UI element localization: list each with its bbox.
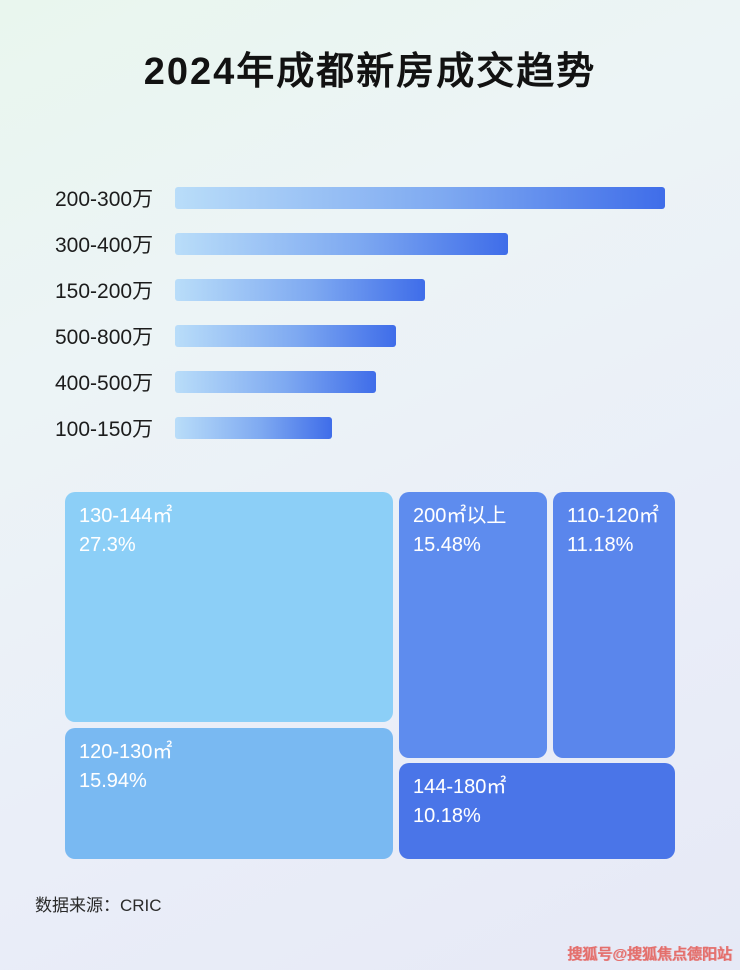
bar (175, 279, 425, 301)
bar-track (175, 279, 665, 301)
bar-category-label: 150-200万 (55, 280, 154, 303)
bar-category-label: 300-400万 (55, 234, 154, 257)
treemap-box-value: 27.3% (79, 534, 136, 556)
treemap-right-top-row: 200㎡以上 15.48% 110-120㎡ 11.18% (399, 492, 675, 758)
bar-row: 500-800万 (0, 313, 740, 359)
bar-row: 150-200万 (0, 267, 740, 313)
price-band-bar-chart: 200-300万 300-400万 150-200万 500-800万 400-500万… (0, 175, 740, 451)
bar-row: 400-500万 (0, 359, 740, 405)
bar-category-label: 100-150万 (55, 418, 154, 441)
treemap-left-column: 130-144㎡ 27.3% 120-130㎡ 15.94% (65, 492, 393, 859)
treemap-box-label: 144-180㎡ (413, 776, 507, 798)
bar-track (175, 417, 665, 439)
treemap-box-label: 120-130㎡ (79, 741, 173, 763)
bar-track (175, 371, 665, 393)
bar-track (175, 187, 665, 209)
bar-category-label: 400-500万 (55, 372, 154, 395)
treemap-box-value: 10.18% (413, 805, 481, 827)
bar (175, 371, 376, 393)
bar (175, 325, 396, 347)
bar-row: 300-400万 (0, 221, 740, 267)
treemap-box-110-120: 110-120㎡ 11.18% (553, 492, 675, 758)
treemap-box-144-180: 144-180㎡ 10.18% (399, 763, 675, 859)
bar (175, 187, 665, 209)
area-share-treemap: 130-144㎡ 27.3% 120-130㎡ 15.94% 200㎡以上 15… (65, 492, 675, 859)
bar (175, 233, 509, 255)
bar-row: 100-150万 (0, 405, 740, 451)
bar-track (175, 325, 665, 347)
watermark: 搜狐号@搜狐焦点德阳站 (567, 946, 732, 963)
treemap-box-value: 15.48% (413, 534, 481, 556)
bar-track (175, 233, 665, 255)
bar (175, 417, 332, 439)
bar-category-label: 200-300万 (55, 188, 154, 211)
treemap-box-130-144: 130-144㎡ 27.3% (65, 492, 393, 722)
treemap-box-label: 130-144㎡ (79, 505, 173, 527)
data-source-label: 数据来源：CRIC (35, 896, 162, 915)
treemap-box-200-plus: 200㎡以上 15.48% (399, 492, 547, 758)
treemap-box-label: 200㎡以上 (413, 505, 507, 527)
treemap-box-120-130: 120-130㎡ 15.94% (65, 728, 393, 859)
treemap-box-label: 110-120㎡ (567, 505, 659, 527)
bar-row: 200-300万 (0, 175, 740, 221)
treemap-box-value: 15.94% (79, 770, 147, 792)
treemap-box-value: 11.18% (567, 534, 634, 556)
treemap-right-column: 200㎡以上 15.48% 110-120㎡ 11.18% 144-180㎡ 1… (399, 492, 675, 859)
bar-category-label: 500-800万 (55, 326, 154, 349)
page-title: 2024年成都新房成交趋势 (143, 51, 597, 93)
